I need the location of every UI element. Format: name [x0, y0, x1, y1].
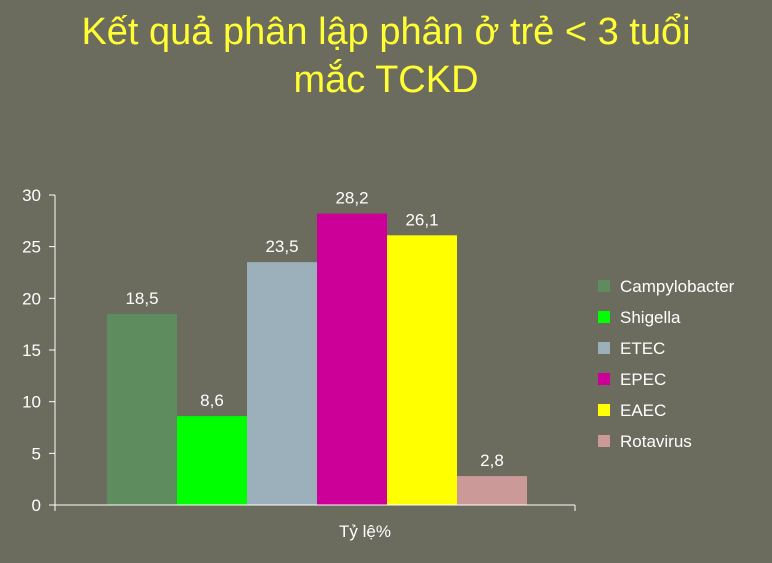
legend-label-shigella: Shigella: [620, 308, 681, 327]
y-tick-label: 10: [22, 393, 41, 412]
legend-swatch-etec: [598, 342, 610, 354]
legend-swatch-eaec: [598, 404, 610, 416]
data-label-shigella: 8,6: [200, 391, 224, 410]
bar-etec: [247, 262, 317, 505]
legend-swatch-epec: [598, 373, 610, 385]
y-tick-label: 0: [32, 496, 41, 515]
legend: Campylobacter Shigella ETEC EPEC EAEC Rotavir…: [598, 277, 735, 451]
y-tick-label: 20: [22, 289, 41, 308]
y-tick-label: 5: [32, 444, 41, 463]
legend-label-etec: ETEC: [620, 339, 665, 358]
bar-eaec: [387, 235, 457, 506]
slide-title-line-1: Kết quả phân lập phân ở trẻ < 3 tuổi: [81, 11, 691, 53]
y-tick-label: 15: [22, 341, 41, 360]
data-label-epec: 28,2: [335, 189, 368, 208]
legend-swatch-campylobacter: [598, 280, 610, 292]
data-labels: 18,5 8,6 23,5 28,2 26,1 2,8: [125, 189, 503, 470]
legend-swatch-rotavirus: [598, 435, 610, 447]
legend-label-eaec: EAEC: [620, 401, 666, 420]
bar-shigella: [177, 416, 247, 505]
bars: [107, 213, 527, 506]
slide-title: Kết quả phân lập phân ở trẻ < 3 tuổi mắc…: [0, 8, 772, 104]
data-label-etec: 23,5: [265, 237, 298, 256]
legend-label-rotavirus: Rotavirus: [620, 432, 692, 451]
x-axis: Tỷ lệ%: [54, 504, 576, 541]
data-label-eaec: 26,1: [405, 210, 438, 229]
legend-label-epec: EPEC: [620, 370, 666, 389]
bar-epec: [317, 213, 387, 505]
data-label-campylobacter: 18,5: [125, 289, 158, 308]
slide-title-line-2: mắc TCKD: [293, 59, 479, 101]
data-label-rotavirus: 2,8: [480, 451, 504, 470]
legend-label-campylobacter: Campylobacter: [620, 277, 735, 296]
y-axis: 0 5 10 15 20 25 30: [22, 186, 56, 515]
y-tick-label: 30: [22, 186, 41, 205]
x-category-label: Tỷ lệ%: [339, 522, 391, 541]
y-tick-label: 25: [22, 238, 41, 257]
bar-rotavirus: [457, 476, 527, 505]
bar-campylobacter: [107, 313, 177, 505]
legend-swatch-shigella: [598, 311, 610, 323]
